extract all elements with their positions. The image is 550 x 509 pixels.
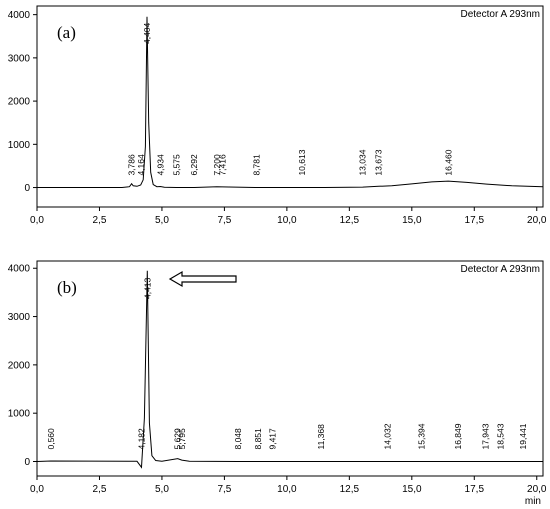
peak-label: 13,034: [358, 149, 368, 175]
arrow-icon: [168, 270, 237, 288]
x-tick-label: 0,0: [30, 215, 44, 226]
x-tick-label: 20,0: [527, 484, 547, 495]
peak-label: 14,032: [383, 423, 393, 449]
panel-label: (a): [57, 23, 76, 42]
y-tick-label: 3000: [8, 312, 31, 323]
chart-a: 0,0 2,5 5,0 7,5 10,0 12,5 15,0 17,5 20,0 0 1000 200…: [8, 5, 547, 226]
chart-b: 0,0 2,5 5,0 7,5 10,0 12,5 15,0 17,5 20,0 0 1000 200…: [8, 260, 547, 507]
peak-label: 4,404: [142, 22, 152, 44]
peak-label: 11,368: [316, 424, 326, 450]
peak-label: 10,613: [297, 149, 307, 175]
x-tick-label: 17,5: [465, 215, 485, 226]
y-tick-label: 1000: [8, 409, 31, 420]
chromatogram-trace: [37, 16, 544, 188]
x-tick-label: 0,0: [30, 484, 44, 495]
y-tick-label: 2000: [8, 360, 31, 371]
y-tick-label: 1000: [8, 140, 31, 151]
peak-label: 5,795: [177, 428, 187, 450]
peak-label: 7,416: [217, 154, 227, 176]
panel-label: (b): [57, 278, 77, 297]
peak-label: 6,292: [189, 154, 199, 176]
y-tick-label: 4000: [8, 10, 31, 21]
peak-label: 7,200: [212, 154, 222, 176]
x-tick-label: 15,0: [402, 484, 422, 495]
x-tick-label: 5,0: [155, 484, 169, 495]
x-tick-label: 2,5: [93, 215, 107, 226]
peak-label: 13,673: [374, 149, 384, 175]
peak-label: 5,629: [173, 428, 183, 450]
peak-label: 16,849: [453, 423, 463, 449]
peak-label: 3,786: [127, 154, 137, 176]
peak-label: 4,164: [136, 154, 146, 176]
peak-label: 8,781: [251, 154, 261, 176]
x-tick-label: 10,0: [277, 484, 297, 495]
peak-label: 19,441: [518, 423, 528, 449]
x-tick-label: 17,5: [465, 484, 485, 495]
y-tick-label: 0: [24, 183, 30, 194]
detector-label: Detector A 293nm: [461, 9, 541, 20]
chromatogram-trace: [36, 270, 543, 469]
peak-label: 5,575: [171, 154, 181, 176]
peak-label: 4,934: [155, 154, 165, 176]
peak-label: 16,460: [443, 149, 453, 175]
x-tick-label: 7,5: [217, 484, 231, 495]
peak-label: 4,182: [136, 428, 146, 450]
x-tick-label: 2,5: [93, 484, 107, 495]
y-tick-label: 0: [24, 457, 30, 468]
x-tick-label: 20,0: [527, 215, 547, 226]
peak-label: 18,543: [495, 423, 505, 449]
plot-frame: [36, 5, 544, 208]
x-tick-label: 12,5: [340, 215, 360, 226]
x-tick-label: 12,5: [340, 484, 360, 495]
x-tick-label: 15,0: [402, 215, 422, 226]
plot-frame: [36, 260, 544, 477]
y-tick-label: 4000: [8, 264, 31, 275]
peak-label: 9,417: [267, 428, 277, 450]
x-tick-label: 10,0: [277, 215, 297, 226]
y-tick-label: 3000: [8, 53, 31, 64]
detector-label: Detector A 293nm: [461, 264, 541, 275]
peak-label: 0,560: [46, 428, 56, 450]
x-tick-label: 5,0: [155, 215, 169, 226]
peak-label: 15,394: [417, 423, 427, 449]
peak-label: 8,851: [253, 428, 263, 450]
peak-label: 8,048: [233, 428, 243, 450]
y-tick-label: 2000: [8, 97, 31, 108]
x-tick-label: 7,5: [217, 215, 231, 226]
peak-label: 17,943: [480, 423, 490, 449]
peak-label: 4,413: [142, 277, 152, 299]
x-unit-label: min: [525, 496, 541, 507]
